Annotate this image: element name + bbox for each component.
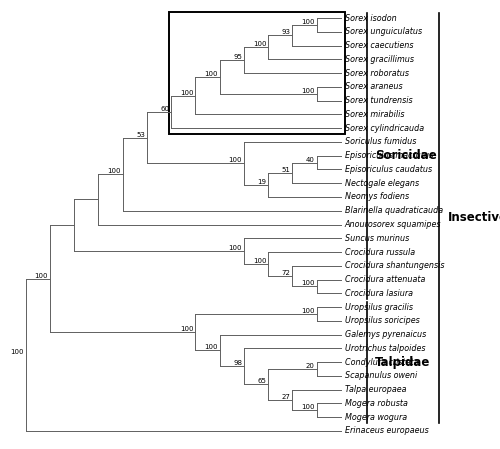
Text: Talpidae: Talpidae (375, 356, 430, 369)
Text: Episoriculus macrurus: Episoriculus macrurus (344, 151, 433, 160)
Text: Sorex mirabilis: Sorex mirabilis (344, 110, 404, 119)
Text: 98: 98 (233, 360, 242, 366)
Text: Episoriculus caudatus: Episoriculus caudatus (344, 165, 432, 174)
Text: 100: 100 (204, 71, 218, 77)
Text: Insectivora: Insectivora (448, 211, 500, 224)
Text: 95: 95 (233, 54, 242, 60)
Text: 100: 100 (302, 308, 315, 314)
Text: 100: 100 (228, 158, 242, 163)
Text: 100: 100 (34, 273, 48, 279)
Text: Crocidura lasiura: Crocidura lasiura (344, 289, 412, 298)
Text: Crocidura shantungensis: Crocidura shantungensis (344, 261, 444, 270)
Text: 100: 100 (228, 245, 242, 251)
Text: 20: 20 (306, 363, 315, 369)
Text: 100: 100 (302, 19, 315, 25)
Text: Sorex roboratus: Sorex roboratus (344, 69, 408, 78)
Text: 65: 65 (258, 379, 266, 384)
Text: 53: 53 (136, 132, 145, 138)
Text: Uropsilus soricipes: Uropsilus soricipes (344, 316, 420, 325)
Text: 51: 51 (282, 167, 290, 173)
Bar (169, 13, 344, 134)
Text: 72: 72 (282, 270, 290, 276)
Text: Soriculus fumidus: Soriculus fumidus (344, 137, 416, 146)
Text: Talpa europaea: Talpa europaea (344, 385, 406, 394)
Text: 100: 100 (302, 404, 315, 410)
Text: Sorex isodon: Sorex isodon (344, 14, 397, 23)
Text: 100: 100 (180, 90, 194, 96)
Text: Mogera robusta: Mogera robusta (344, 399, 408, 408)
Text: Soricidae: Soricidae (375, 149, 437, 162)
Text: 100: 100 (302, 88, 315, 94)
Text: Sorex cylindricauda: Sorex cylindricauda (344, 124, 424, 133)
Text: 19: 19 (258, 179, 266, 185)
Text: 100: 100 (180, 326, 194, 332)
Text: Anourosorex squamipes: Anourosorex squamipes (344, 220, 441, 229)
Text: 100: 100 (253, 258, 266, 264)
Text: Sorex unguiculatus: Sorex unguiculatus (344, 27, 422, 36)
Text: 100: 100 (253, 41, 266, 48)
Text: 100: 100 (302, 280, 315, 286)
Text: 100: 100 (204, 344, 218, 350)
Text: Condylura cristata: Condylura cristata (344, 357, 418, 366)
Text: Sorex gracillimus: Sorex gracillimus (344, 55, 414, 64)
Text: Urotrichus talpoides: Urotrichus talpoides (344, 344, 425, 353)
Text: 100: 100 (107, 168, 120, 174)
Text: Sorex caecutiens: Sorex caecutiens (344, 41, 413, 50)
Text: Crocidura russula: Crocidura russula (344, 247, 415, 256)
Text: 60: 60 (160, 106, 170, 112)
Text: Sorex tundrensis: Sorex tundrensis (344, 96, 412, 105)
Text: Sorex araneus: Sorex araneus (344, 83, 403, 92)
Text: Blarinella quadraticauda: Blarinella quadraticauda (344, 206, 443, 215)
Text: Scapanulus oweni: Scapanulus oweni (344, 371, 417, 380)
Text: 100: 100 (10, 349, 24, 355)
Text: Uropsilus gracilis: Uropsilus gracilis (344, 303, 412, 312)
Text: Erinaceus europaeus: Erinaceus europaeus (344, 426, 428, 435)
Text: 40: 40 (306, 157, 315, 163)
Text: Galemys pyrenaicus: Galemys pyrenaicus (344, 330, 426, 339)
Text: Suncus murinus: Suncus murinus (344, 234, 409, 243)
Text: 93: 93 (282, 30, 290, 35)
Text: Mogera wogura: Mogera wogura (344, 413, 407, 422)
Text: Crocidura attenuata: Crocidura attenuata (344, 275, 425, 284)
Text: Neomys fodiens: Neomys fodiens (344, 193, 409, 202)
Text: Nectogale elegans: Nectogale elegans (344, 179, 419, 188)
Text: 27: 27 (282, 394, 290, 400)
